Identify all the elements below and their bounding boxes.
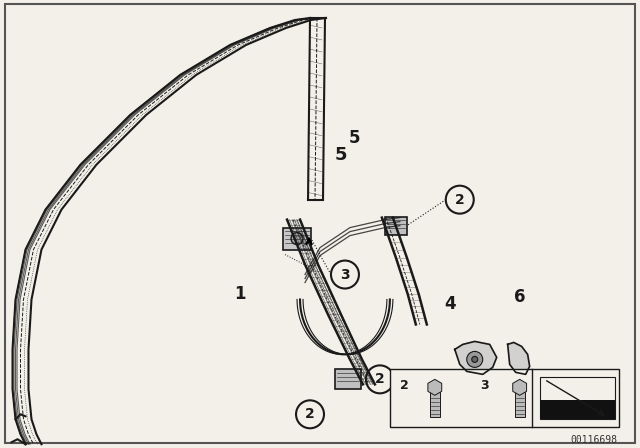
Polygon shape: [508, 342, 530, 375]
Text: 5: 5: [349, 129, 361, 147]
Text: 4: 4: [444, 296, 456, 314]
Text: 2: 2: [375, 372, 385, 386]
Circle shape: [296, 401, 324, 428]
Circle shape: [446, 185, 474, 214]
Circle shape: [472, 357, 477, 362]
Circle shape: [467, 351, 483, 367]
Text: 6: 6: [514, 289, 525, 306]
Text: 2: 2: [400, 379, 408, 392]
Circle shape: [331, 261, 359, 289]
Bar: [390, 369, 620, 427]
Bar: [515, 392, 525, 417]
Text: 2: 2: [305, 407, 315, 421]
Text: 2: 2: [455, 193, 465, 207]
Bar: [385, 217, 407, 235]
Circle shape: [366, 366, 394, 393]
Bar: [540, 377, 616, 419]
Text: 3: 3: [340, 267, 350, 281]
Text: 5: 5: [335, 146, 348, 164]
Bar: [335, 369, 361, 389]
Text: 1: 1: [234, 285, 246, 303]
Polygon shape: [455, 341, 497, 375]
Circle shape: [291, 233, 303, 245]
Bar: [540, 401, 616, 419]
Text: 00116698: 00116698: [570, 435, 618, 445]
Bar: [430, 392, 440, 417]
Bar: [283, 228, 311, 250]
Text: 3: 3: [480, 379, 488, 392]
